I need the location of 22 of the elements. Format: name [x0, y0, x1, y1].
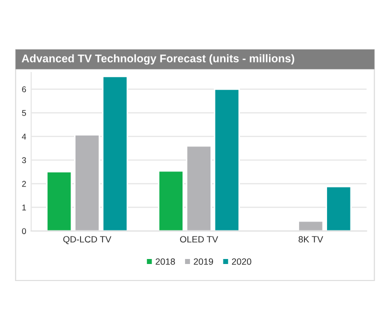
y-tick-label: 6	[22, 86, 26, 92]
bar	[326, 186, 352, 231]
y-tick-label: 1	[22, 204, 26, 210]
bar	[74, 134, 100, 231]
y-tick-label: 2	[22, 180, 26, 187]
x-tick-label: QD-LCD TV	[63, 236, 112, 244]
legend-label: 2018	[156, 258, 175, 265]
bar	[214, 88, 240, 231]
bar	[186, 145, 212, 231]
chart-title: Advanced TV Technology Forecast (units - millions)	[22, 54, 294, 65]
y-tick-label: 0	[22, 228, 26, 234]
legend-label: 2019	[194, 258, 214, 265]
x-tick-label: 8K TV	[298, 236, 324, 242]
bar	[158, 170, 184, 231]
y-tick-label: 5	[22, 110, 26, 116]
y-tick-label: 4	[22, 134, 26, 140]
legend-label: 2020	[232, 258, 252, 265]
bar	[46, 170, 72, 231]
bar	[298, 220, 324, 231]
x-tick-label: OLED TV	[180, 236, 218, 242]
y-tick-label: 3	[22, 157, 26, 164]
bar	[102, 76, 128, 231]
